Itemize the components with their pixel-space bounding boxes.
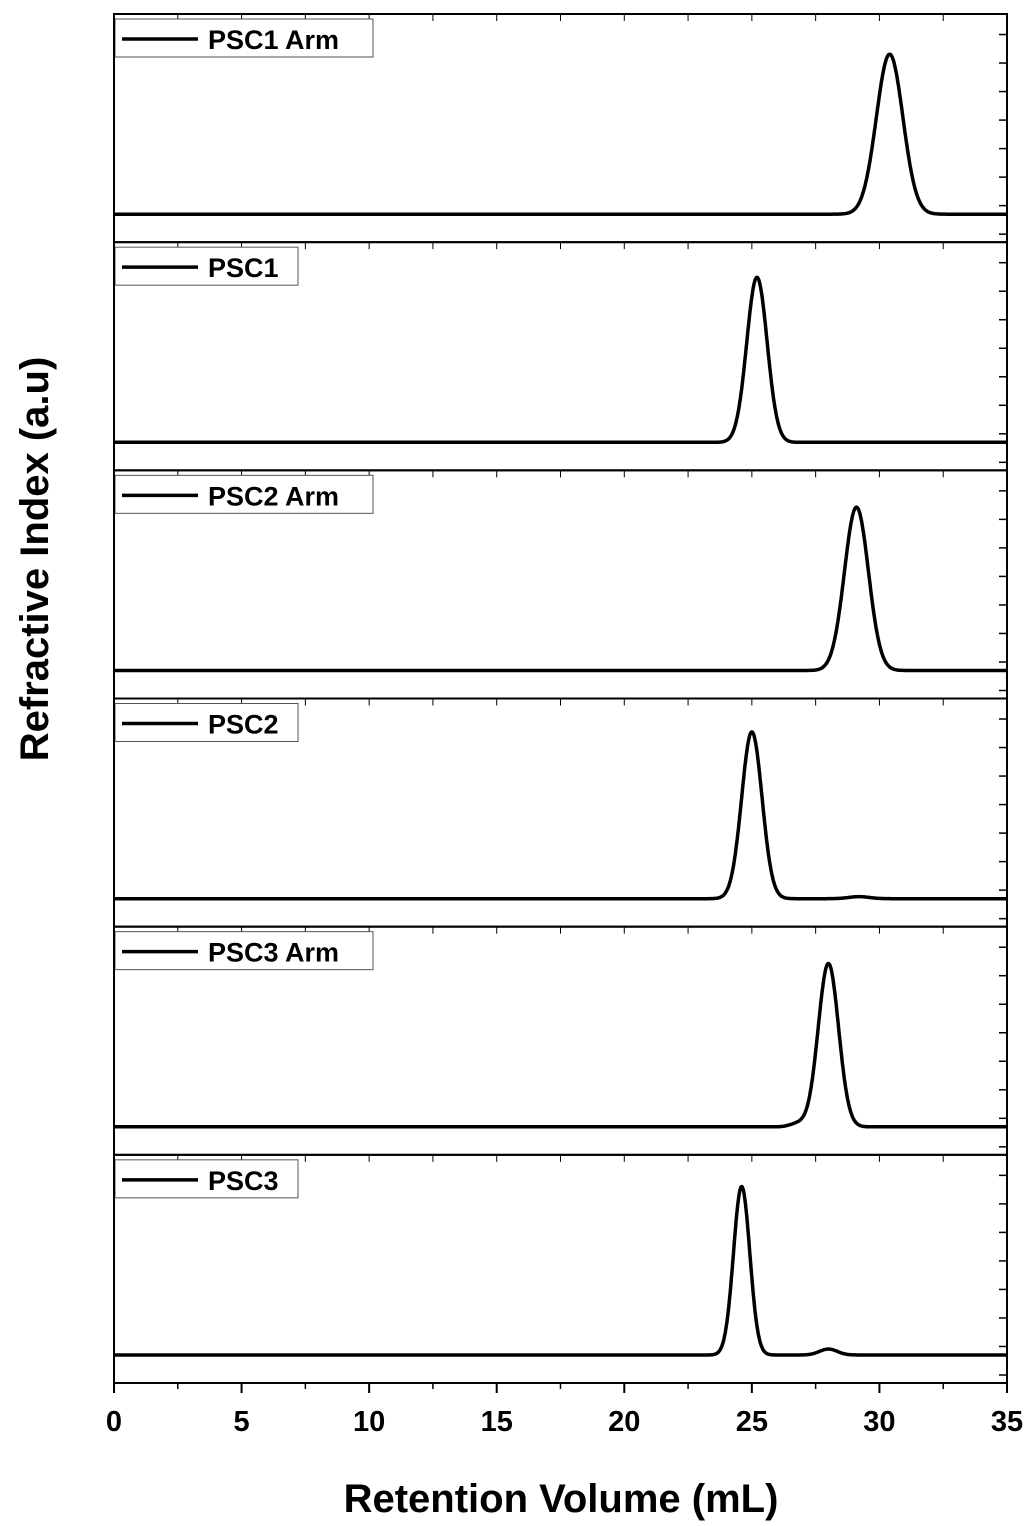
series-line: [112, 1184, 1009, 1357]
x-axis-title: Retention Volume (mL): [344, 1477, 779, 1521]
legend-1: PSC1 Arm: [114, 18, 374, 58]
x-tick-label: 20: [608, 1406, 640, 1438]
x-axis: 0 5 10 15 20 25 30 35: [106, 1383, 1023, 1438]
legend-6: PSC3: [114, 1159, 299, 1199]
panel-6: PSC3: [112, 1153, 1009, 1385]
series-line: [112, 505, 1009, 673]
x-tick-label: 30: [863, 1406, 895, 1438]
series-line: [112, 52, 1009, 216]
legend-2: PSC1: [114, 246, 299, 286]
x-tick-label: 10: [353, 1406, 385, 1438]
panel-3: PSC2 Arm: [112, 469, 1009, 700]
legend-label: PSC2: [208, 710, 279, 740]
panel-1: PSC1 Arm: [112, 13, 1009, 244]
legend-3: PSC2 Arm: [114, 474, 374, 514]
chart-panels: PSC1 Arm PSC1 PSC2 Arm PSC2 PSC3 Arm PSC3: [112, 13, 1009, 1385]
x-tick-label: 25: [736, 1406, 768, 1438]
legend-5: PSC3 Arm: [114, 931, 374, 971]
legend-label: PSC3: [208, 1166, 279, 1196]
x-tick-label: 5: [234, 1406, 250, 1438]
legend-label: PSC3 Arm: [208, 938, 339, 968]
y-axis-title: Refractive Index (a.u): [13, 357, 57, 762]
panel-2: PSC1: [112, 241, 1009, 472]
x-tick-label: 35: [991, 1406, 1023, 1438]
legend-label: PSC1: [208, 253, 279, 283]
x-tick-label: 15: [481, 1406, 513, 1438]
panel-4: PSC2: [112, 697, 1009, 928]
x-tick-label: 0: [106, 1406, 122, 1438]
legend-label: PSC1 Arm: [208, 25, 339, 55]
legend-4: PSC2: [114, 703, 299, 742]
legend-label: PSC2 Arm: [208, 481, 339, 511]
series-line: [112, 961, 1009, 1129]
series-line: [112, 275, 1009, 445]
series-line: [112, 730, 1009, 901]
panel-5: PSC3 Arm: [112, 925, 1009, 1156]
